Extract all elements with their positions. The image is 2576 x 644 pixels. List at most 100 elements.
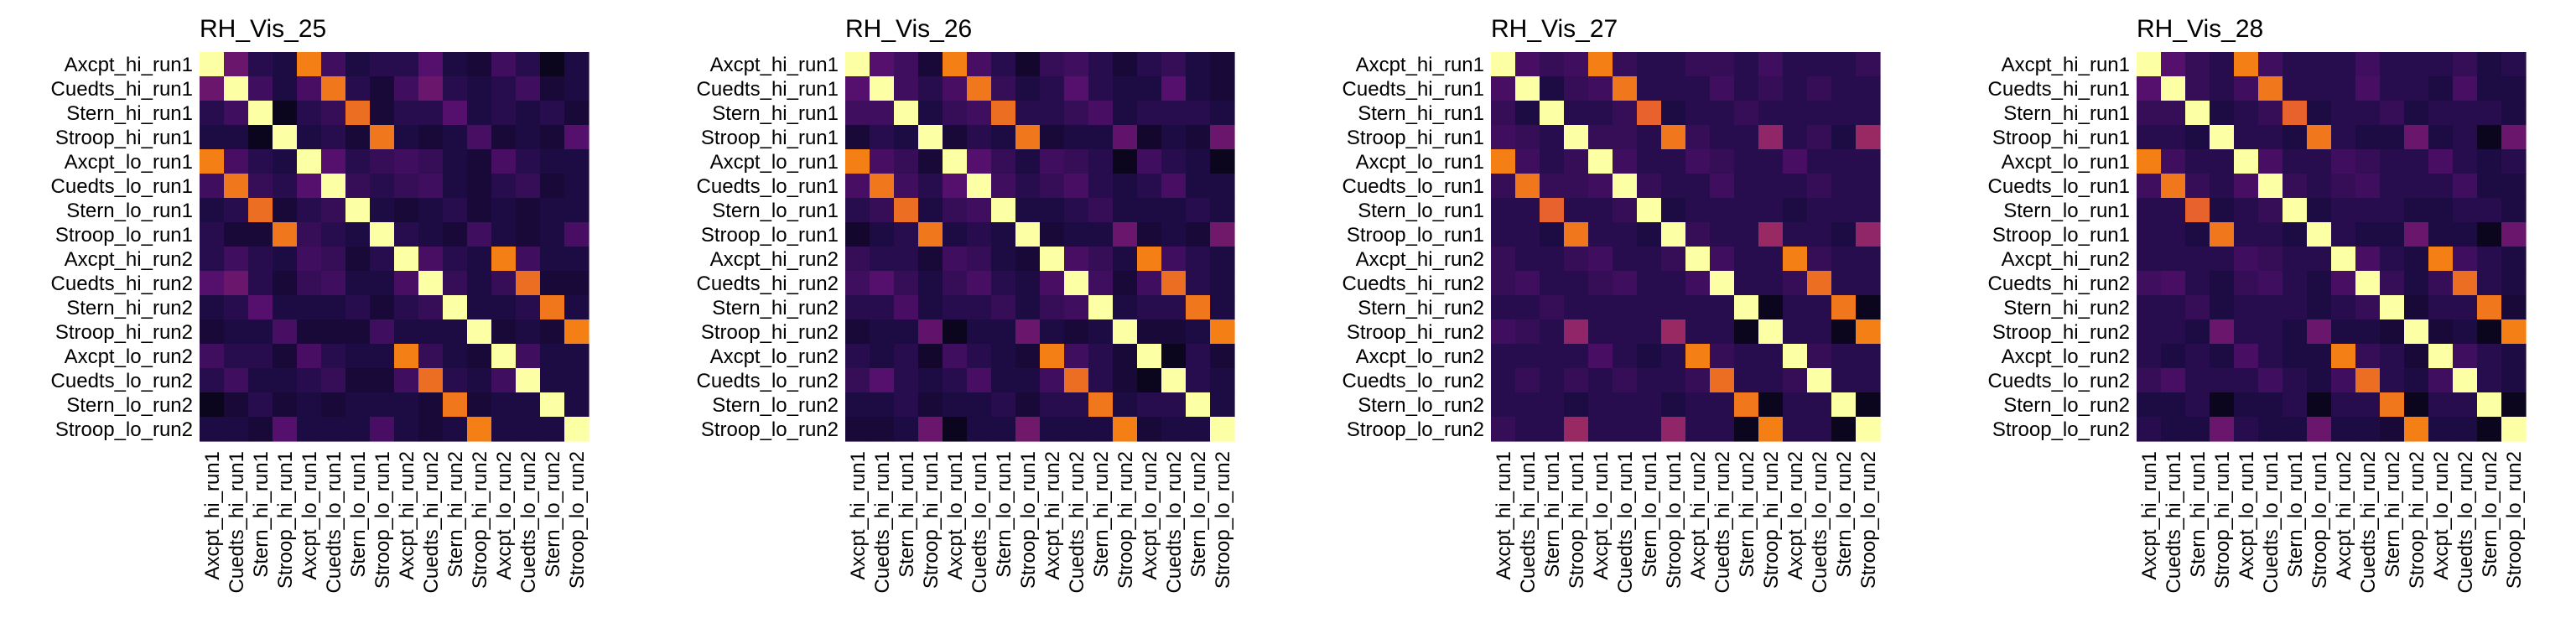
row-tick-label: Stroop_hi_run2 [1347, 321, 1484, 344]
heatmap-cell [564, 125, 589, 150]
heatmap-cell [2283, 392, 2308, 418]
row-tick-label: Axcpt_lo_run1 [65, 151, 193, 174]
heatmap-cell [248, 368, 273, 393]
heatmap-cell [2477, 174, 2502, 199]
heatmap-cell [1637, 319, 1662, 345]
heatmap-cell [1831, 247, 1857, 272]
heatmap-cell [2307, 295, 2332, 320]
heatmap-cell [2210, 247, 2235, 272]
heatmap-cell [967, 271, 992, 296]
heatmap-cell [845, 101, 870, 126]
heatmap-cell [1685, 247, 1711, 272]
heatmap-cell [200, 295, 225, 320]
heatmap-cell [1161, 198, 1187, 223]
heatmap-cell [1637, 392, 1662, 418]
heatmap-cell [2331, 198, 2356, 223]
heatmap-cell [2404, 222, 2429, 247]
heatmap-cell [1661, 417, 1686, 442]
heatmap-cell [2355, 295, 2381, 320]
heatmap-cell [1856, 344, 1881, 369]
row-tick-label: Cuedts_lo_run2 [51, 370, 193, 392]
heatmap-cell [345, 52, 371, 77]
heatmap-cell [1856, 319, 1881, 345]
heatmap-cell [1064, 319, 1089, 345]
heatmap-cell [1137, 76, 1162, 101]
heatmap-cell [540, 247, 565, 272]
row-tick-label: Stern_hi_run2 [2003, 297, 2130, 319]
heatmap-cell [467, 368, 492, 393]
heatmap-cell [200, 392, 225, 418]
heatmap-cell [224, 174, 249, 199]
heatmap-cell [418, 319, 444, 345]
heatmap-cell [1515, 52, 1540, 77]
heatmap-cell [297, 392, 322, 418]
heatmap-cell [467, 247, 492, 272]
heatmap-cell [2501, 417, 2527, 442]
heatmap-cell [370, 368, 395, 393]
heatmap-cell [1637, 76, 1662, 101]
heatmap-cell [394, 198, 419, 223]
heatmap-cell [1040, 271, 1065, 296]
heatmap-cell [2355, 247, 2381, 272]
heatmap-cell [1710, 174, 1735, 199]
heatmap-cell [1515, 76, 1540, 101]
heatmap-cell [1040, 368, 1065, 393]
heatmap-cell [1783, 417, 1808, 442]
heatmap-cell [2501, 174, 2527, 199]
heatmap-cell [418, 149, 444, 174]
heatmap-cell [1734, 295, 1759, 320]
heatmap-cell [321, 149, 346, 174]
heatmap-cell [1783, 125, 1808, 150]
heatmap-cell [1491, 295, 1516, 320]
heatmap-cell [1113, 368, 1138, 393]
heatmap-cell [2234, 344, 2259, 369]
heatmap-cell [1040, 222, 1065, 247]
heatmap-cell [991, 392, 1016, 418]
heatmap-cell [2185, 417, 2210, 442]
heatmap-cell [845, 392, 870, 418]
heatmap-cell [540, 417, 565, 442]
row-tick-label: Stroop_hi_run1 [701, 127, 839, 149]
heatmap-cell [273, 149, 298, 174]
heatmap-cell [1113, 125, 1138, 150]
heatmap-cell [2355, 344, 2381, 369]
heatmap-cell [1088, 368, 1114, 393]
heatmap-cell [1137, 344, 1162, 369]
heatmap-cell [2210, 174, 2235, 199]
heatmap-cell [1137, 174, 1162, 199]
heatmap-cell [1113, 149, 1138, 174]
heatmap-cell [1064, 392, 1089, 418]
heatmap-cell [2210, 368, 2235, 393]
heatmap-cell [894, 101, 919, 126]
heatmap-cell [540, 149, 565, 174]
heatmap-cell [2307, 174, 2332, 199]
heatmap-cell [443, 52, 468, 77]
heatmap-cell [2283, 76, 2308, 101]
heatmap-cell [273, 76, 298, 101]
heatmap-cell [467, 101, 492, 126]
heatmap-cell [1064, 368, 1089, 393]
heatmap-cell [918, 149, 943, 174]
heatmap-cell [894, 174, 919, 199]
heatmap-cell [1734, 76, 1759, 101]
column-tick-label: Axcpt_hi_run1 [1493, 451, 1515, 579]
heatmap-cell [1734, 52, 1759, 77]
heatmap-cell [991, 149, 1016, 174]
heatmap-cell [870, 174, 895, 199]
heatmap-cell [540, 174, 565, 199]
heatmap-cell [2428, 101, 2454, 126]
heatmap-cell [1040, 295, 1065, 320]
heatmap-cell [1783, 52, 1808, 77]
heatmap-cell [1540, 319, 1565, 345]
column-tick-label: Stroop_lo_run2 [566, 451, 589, 589]
heatmap-cell [1588, 222, 1613, 247]
heatmap-cell [943, 417, 968, 442]
heatmap-cell [1064, 76, 1089, 101]
heatmap-cell [2161, 295, 2186, 320]
heatmap-cell [2355, 198, 2381, 223]
heatmap-cell [943, 198, 968, 223]
heatmap-cell [516, 417, 541, 442]
heatmap-cell [2404, 368, 2429, 393]
heatmap-cell [297, 222, 322, 247]
